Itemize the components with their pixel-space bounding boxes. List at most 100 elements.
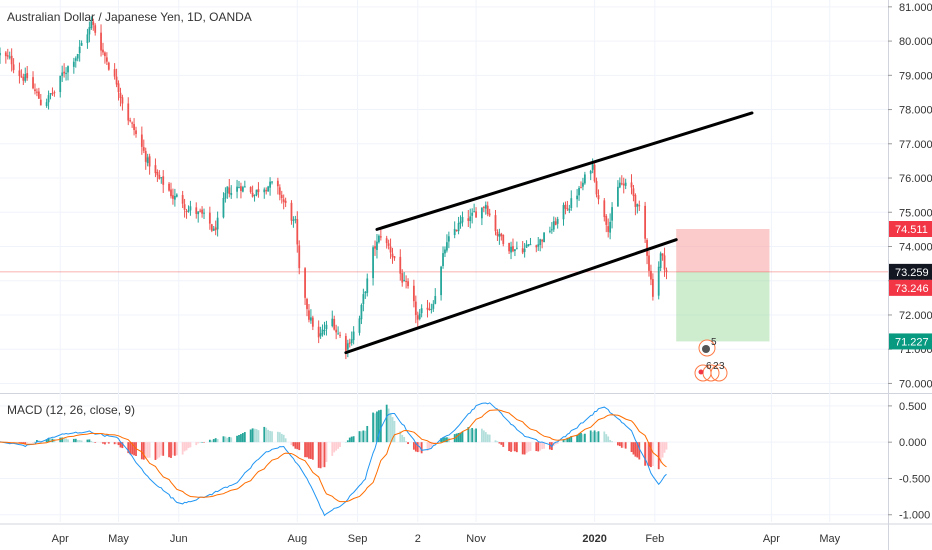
candle-body <box>236 186 238 192</box>
candle-body <box>117 83 120 93</box>
macd-histogram-bar <box>181 442 184 455</box>
candle-body <box>170 189 172 197</box>
macd-histogram-bar <box>630 442 633 453</box>
candle-body <box>146 157 149 164</box>
macd-histogram-bar <box>593 430 596 443</box>
macd-histogram-bar <box>611 441 613 443</box>
candle-body <box>162 176 165 185</box>
price-badge-label: 73.259 <box>895 267 929 279</box>
candle-body <box>201 209 203 214</box>
candle-body <box>399 256 402 274</box>
trend-line[interactable] <box>344 238 678 355</box>
macd-histogram-bar <box>105 442 108 443</box>
macd-histogram-bar <box>486 434 489 443</box>
candle-body <box>267 186 270 192</box>
candle-body <box>521 248 524 253</box>
macd-histogram-bar <box>576 434 579 443</box>
candle-body <box>407 281 409 287</box>
macd-histogram-bar <box>294 442 297 449</box>
macd-histogram-bar <box>173 442 176 456</box>
candle-body <box>325 324 328 330</box>
candle-body <box>142 147 145 151</box>
macd-histogram-bar <box>457 432 460 443</box>
position-zones[interactable] <box>0 229 888 342</box>
candle-body <box>65 72 67 74</box>
candle-body <box>4 52 7 57</box>
candle-body <box>269 181 271 188</box>
macd-histogram-bar <box>583 433 586 443</box>
macd-histogram-bar <box>127 442 130 454</box>
take-profit-zone[interactable] <box>676 271 770 342</box>
candle-body <box>589 170 592 174</box>
candle-body <box>346 343 349 350</box>
candle-body <box>168 183 170 191</box>
macd-histogram-bar <box>216 439 219 443</box>
candle-body <box>543 232 545 243</box>
candle-body <box>385 238 388 244</box>
macd-tick-label: 0.000 <box>899 437 927 449</box>
candle-body <box>158 174 161 179</box>
price-badge <box>889 221 932 238</box>
candle-body <box>271 181 273 183</box>
macd-histogram-bar <box>292 442 295 447</box>
macd-histogram-bar <box>26 442 29 443</box>
candle-body <box>32 77 34 89</box>
macd-histogram-bar <box>133 442 135 456</box>
candle-body <box>135 130 137 135</box>
signal-line <box>0 409 667 503</box>
candle-body <box>61 72 64 77</box>
candle-body <box>113 69 116 77</box>
candle-body <box>80 43 83 46</box>
candle-body <box>379 236 382 238</box>
candle-body <box>537 244 540 247</box>
macd-histogram-bar <box>580 432 582 443</box>
candle-body <box>208 212 211 224</box>
macd-histogram-bar <box>508 442 510 452</box>
macd-histogram-bar <box>148 442 151 458</box>
macd-histogram-bar <box>243 432 246 443</box>
trend-line[interactable] <box>375 111 754 231</box>
candle-body <box>104 52 106 57</box>
candle-body <box>241 187 244 192</box>
event-circle[interactable] <box>710 364 728 382</box>
candle-body <box>94 25 97 33</box>
macd-histogram-bar <box>94 442 97 443</box>
candle-body <box>59 75 62 93</box>
time-tick-label: Apr <box>52 533 69 545</box>
macd-histogram-bar <box>339 442 341 448</box>
event-markers[interactable]: 5 6 2 3 <box>694 337 728 382</box>
candle-body <box>459 221 462 224</box>
macd-histogram-bar <box>144 442 147 459</box>
candle-body <box>115 76 118 85</box>
candle-body <box>416 315 419 320</box>
macd-histogram-bar <box>348 437 351 443</box>
macd-histogram-bar <box>455 433 458 443</box>
stop-loss-zone[interactable] <box>676 229 770 272</box>
macd-histogram-bar <box>121 442 124 449</box>
trend-lines[interactable] <box>344 111 754 355</box>
macd-histogram-bar <box>226 437 229 443</box>
candle-body <box>535 245 538 248</box>
candle-body <box>440 266 442 296</box>
macd-histogram-bar <box>74 438 77 443</box>
macd-histogram-bar <box>426 442 429 451</box>
candle-body <box>593 164 596 182</box>
candle-body <box>331 318 334 327</box>
macd-histogram-bar <box>556 442 559 444</box>
macd-histogram-bar <box>379 409 382 443</box>
candle-body <box>323 330 326 332</box>
time-tick-label: May <box>819 533 840 545</box>
candle-body <box>434 296 437 304</box>
macd-histogram-bar <box>521 442 524 455</box>
candle-body <box>591 163 594 170</box>
macd-histogram-bar <box>160 442 163 456</box>
candle-body <box>412 285 415 302</box>
event-icon[interactable] <box>702 345 710 353</box>
event-count: 5 <box>711 337 717 348</box>
macd-histogram-bar <box>271 431 273 443</box>
macd-histogram-bar <box>358 431 361 443</box>
candle-body <box>488 213 491 216</box>
candle-body <box>484 204 487 209</box>
macd-histogram-bar <box>609 440 612 443</box>
